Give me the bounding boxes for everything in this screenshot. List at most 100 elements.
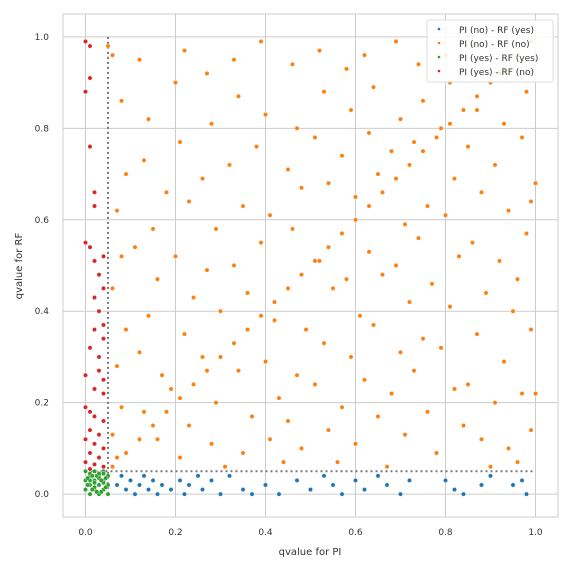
data-point: [312, 381, 318, 387]
data-point: [479, 189, 484, 195]
data-point: [209, 121, 214, 127]
data-point: [389, 391, 394, 396]
y-tick-label: 0.2: [35, 399, 49, 409]
data-point: [281, 459, 286, 465]
data-point: [177, 139, 183, 145]
data-point: [87, 345, 93, 351]
data-point: [87, 491, 93, 497]
data-point: [96, 482, 102, 488]
data-point: [407, 478, 412, 483]
data-point: [497, 258, 502, 264]
data-point: [393, 39, 399, 44]
data-point: [177, 478, 183, 483]
data-point: [407, 299, 412, 305]
data-point: [101, 253, 106, 259]
data-point: [362, 487, 367, 492]
data-point: [434, 135, 439, 140]
data-point: [87, 427, 93, 433]
data-point: [510, 308, 516, 314]
data-point: [506, 208, 511, 214]
x-tick-label: 0.2: [168, 528, 182, 538]
data-point: [173, 253, 178, 259]
data-point: [344, 276, 349, 282]
data-point: [402, 432, 408, 438]
data-point: [83, 459, 88, 465]
data-point: [245, 327, 250, 332]
data-point: [488, 473, 493, 479]
data-point: [123, 327, 129, 332]
data-point: [92, 327, 97, 332]
legend: PI (no) - RF (yes) PI (no) - RF (no) PI (y…: [426, 19, 554, 83]
data-point: [96, 471, 102, 476]
data-point: [389, 148, 394, 154]
data-point: [218, 354, 223, 360]
data-point: [420, 336, 426, 342]
y-tick-label: 0.8: [35, 124, 50, 134]
data-point: [177, 455, 183, 460]
data-point: [83, 404, 88, 410]
data-point: [299, 446, 304, 451]
data-point: [398, 349, 403, 355]
data-point: [452, 487, 457, 492]
data-point: [200, 354, 205, 360]
data-point: [191, 381, 196, 387]
data-point: [294, 372, 300, 378]
data-point: [380, 189, 385, 195]
data-point: [339, 231, 345, 236]
data-point: [218, 308, 223, 314]
data-point: [321, 473, 327, 479]
data-point: [533, 391, 538, 396]
data-point: [533, 180, 538, 186]
data-point: [240, 450, 246, 456]
legend-marker: [437, 27, 441, 31]
data-point: [103, 484, 109, 490]
data-point: [492, 400, 498, 406]
series-0: [114, 473, 529, 497]
data-point: [375, 171, 381, 177]
data-point: [182, 48, 187, 53]
data-point: [384, 464, 390, 470]
data-point: [213, 400, 219, 406]
y-axis-label: qvalue for RF: [14, 233, 25, 300]
data-point: [411, 139, 417, 145]
data-point: [218, 491, 223, 497]
data-point: [96, 272, 102, 278]
data-point: [155, 436, 160, 442]
data-point: [128, 478, 133, 483]
data-point: [285, 418, 291, 424]
data-point: [182, 331, 187, 337]
data-point: [353, 217, 358, 223]
data-point: [452, 386, 457, 392]
data-point: [276, 491, 282, 497]
data-point: [83, 372, 88, 378]
data-point: [94, 489, 100, 495]
data-point: [83, 240, 88, 246]
data-point: [461, 423, 466, 428]
data-point: [249, 413, 255, 419]
data-point: [366, 130, 372, 136]
data-point: [195, 473, 201, 479]
legend-label: PI (yes) - RF (no): [459, 68, 534, 78]
data-point: [141, 157, 147, 163]
legend-box: [426, 19, 554, 83]
data-point: [110, 52, 115, 58]
data-point: [371, 322, 376, 328]
data-point: [92, 462, 97, 467]
data-point: [119, 98, 124, 104]
data-point: [132, 491, 138, 497]
data-point: [92, 203, 97, 209]
data-point: [227, 473, 232, 479]
data-point: [474, 107, 480, 113]
data-point: [398, 491, 403, 497]
data-point: [150, 226, 156, 232]
data-point: [85, 475, 91, 481]
data-point: [168, 487, 174, 492]
data-point: [267, 436, 273, 442]
data-point: [375, 413, 381, 419]
data-point: [366, 249, 372, 255]
data-point: [461, 107, 466, 113]
data-point: [222, 464, 228, 470]
legend-label: PI (no) - RF (yes): [459, 26, 534, 36]
data-point: [492, 162, 498, 168]
